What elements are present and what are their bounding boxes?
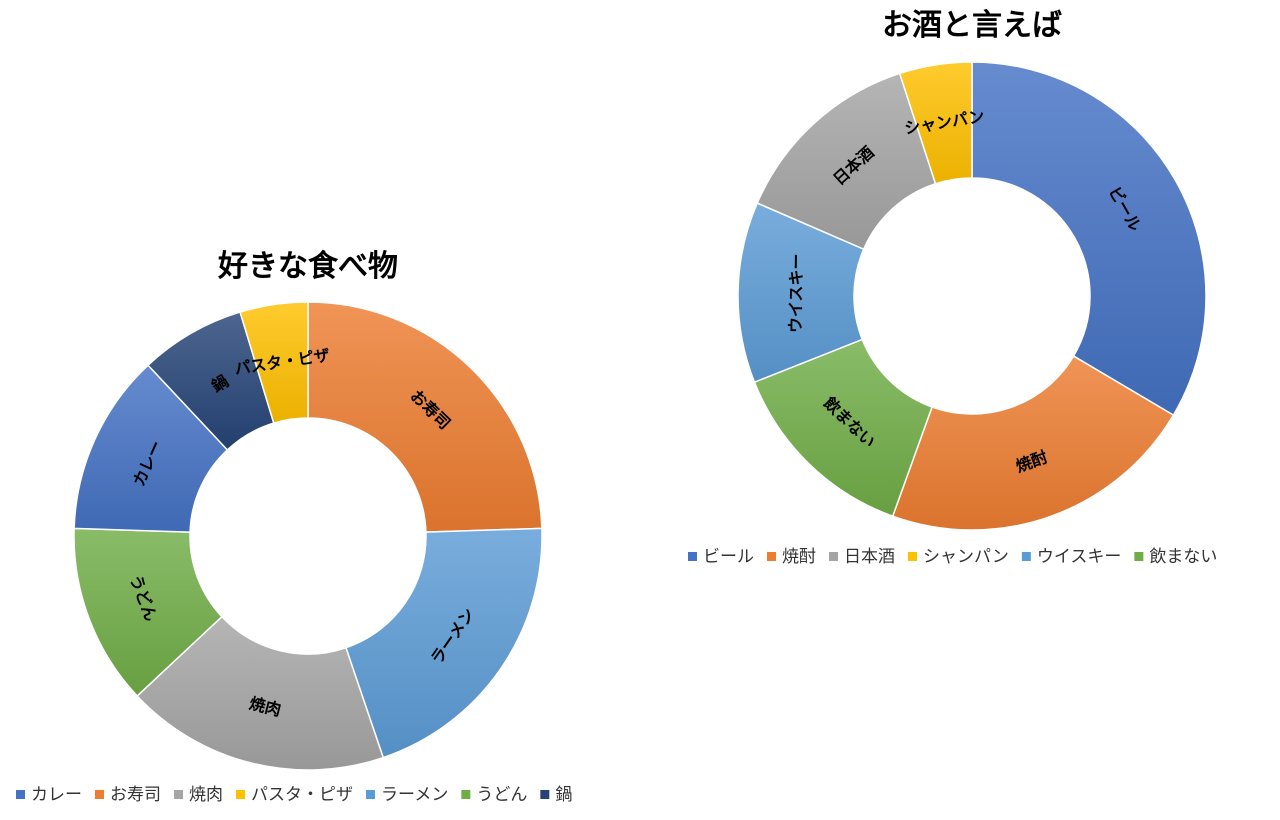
legend-label-パスタ・ピザ: パスタ・ピザ	[251, 785, 353, 805]
legend-swatch-お寿司	[95, 790, 104, 799]
legend-swatch-カレー	[16, 790, 25, 799]
legend-label-お寿司: お寿司	[110, 785, 161, 805]
legend-swatch-ビール	[688, 552, 697, 561]
slice-ラーメン	[344, 527, 543, 759]
legend-label-うどん: うどん	[476, 785, 527, 805]
legend-label-日本酒: 日本酒	[844, 547, 895, 567]
slice-焼酎	[891, 355, 1175, 531]
slice-label-ウイスキー: ウイスキー	[786, 253, 806, 333]
legend-swatch-うどん	[461, 790, 471, 799]
slice-シャンパン	[898, 61, 973, 185]
slice-お寿司	[307, 301, 543, 533]
slice-焼肉	[136, 615, 385, 771]
legend-swatch-焼肉	[174, 790, 183, 799]
slice-パスタ・ピザ	[239, 301, 309, 425]
legend-label-焼肉: 焼肉	[189, 785, 223, 805]
legend-swatch-飲まない	[1134, 552, 1144, 561]
legend-label-シャンパン: シャンパン	[923, 547, 1009, 567]
legend-swatch-シャンパン	[908, 552, 917, 561]
food-chart-title: 好きな食べ物	[217, 249, 398, 284]
legend-label-飲まない: 飲まない	[1149, 547, 1217, 567]
legend-swatch-ラーメン	[366, 790, 375, 799]
slice-ビール	[971, 61, 1207, 417]
legend-label-ビール: ビール	[703, 547, 754, 567]
legend-swatch-日本酒	[829, 552, 838, 561]
food-legend: カレー お寿司 焼肉 パスタ・ピザ ラーメン うどん 鍋	[16, 785, 572, 805]
legend-label-ラーメン: ラーメン	[381, 785, 448, 805]
drink-chart-title: お酒と言えば	[882, 8, 1062, 43]
legend-label-焼酎: 焼酎	[782, 547, 816, 567]
legend-label-鍋: 鍋	[555, 785, 572, 805]
legend-label-カレー: カレー	[31, 785, 82, 805]
legend-label-ウイスキー: ウイスキー	[1037, 547, 1122, 567]
legend-swatch-鍋	[540, 790, 550, 799]
drink-legend: ビール 焼酎 日本酒 シャンパン ウイスキー 飲まない	[688, 547, 1217, 567]
legend-swatch-焼酎	[767, 552, 776, 561]
legend-swatch-ウイスキー	[1021, 552, 1031, 561]
legend-swatch-パスタ・ピザ	[236, 790, 245, 799]
